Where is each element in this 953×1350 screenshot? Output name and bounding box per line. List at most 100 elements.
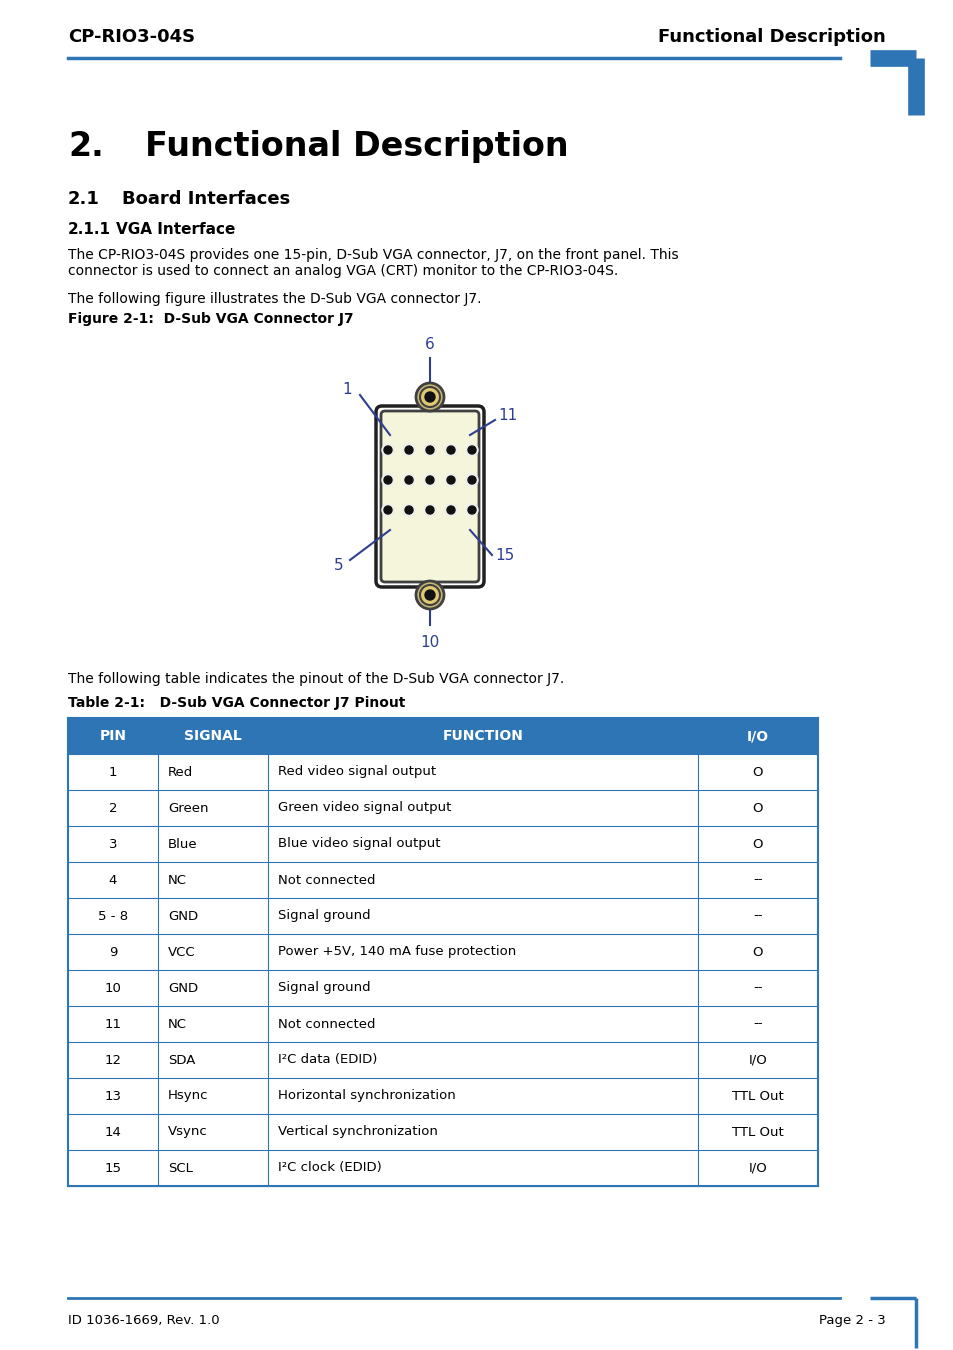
Bar xyxy=(158,755,268,790)
Bar xyxy=(268,971,698,1006)
Text: 5: 5 xyxy=(334,558,344,572)
Text: 11: 11 xyxy=(105,1018,121,1030)
Bar xyxy=(158,934,268,971)
Bar xyxy=(698,898,817,934)
Bar xyxy=(268,1006,698,1042)
Text: 2.1: 2.1 xyxy=(68,190,100,208)
Text: GND: GND xyxy=(168,981,198,995)
Circle shape xyxy=(447,477,455,485)
Text: 1: 1 xyxy=(109,765,117,779)
Bar xyxy=(698,1042,817,1079)
Circle shape xyxy=(424,590,435,599)
Circle shape xyxy=(423,504,436,516)
Text: Signal ground: Signal ground xyxy=(277,910,370,922)
Text: 15: 15 xyxy=(495,548,514,563)
Circle shape xyxy=(384,506,392,514)
Bar xyxy=(68,863,158,898)
Circle shape xyxy=(426,506,434,514)
Circle shape xyxy=(416,383,443,410)
Bar xyxy=(158,1114,268,1150)
Text: NC: NC xyxy=(168,873,187,887)
Bar xyxy=(698,1006,817,1042)
Text: Functional Description: Functional Description xyxy=(658,28,885,46)
Text: The following table indicates the pinout of the D-Sub VGA connector J7.: The following table indicates the pinout… xyxy=(68,672,563,686)
Bar xyxy=(268,1079,698,1114)
Circle shape xyxy=(447,446,455,454)
Text: TTL Out: TTL Out xyxy=(731,1089,783,1103)
Bar xyxy=(68,971,158,1006)
Bar xyxy=(698,863,817,898)
Bar xyxy=(158,1042,268,1079)
Circle shape xyxy=(465,444,477,456)
Bar xyxy=(698,826,817,863)
Text: Blue video signal output: Blue video signal output xyxy=(277,837,440,850)
Bar xyxy=(68,826,158,863)
Text: VCC: VCC xyxy=(168,945,195,958)
Text: Blue: Blue xyxy=(168,837,197,850)
Circle shape xyxy=(402,504,415,516)
Bar xyxy=(268,934,698,971)
Text: 14: 14 xyxy=(105,1126,121,1138)
Text: 3: 3 xyxy=(109,837,117,850)
Circle shape xyxy=(384,477,392,485)
Text: 10: 10 xyxy=(105,981,121,995)
Bar xyxy=(68,718,158,755)
Bar xyxy=(68,1042,158,1079)
Circle shape xyxy=(381,474,394,486)
Text: Functional Description: Functional Description xyxy=(145,130,568,163)
Text: VGA Interface: VGA Interface xyxy=(116,221,235,238)
Circle shape xyxy=(423,474,436,486)
Text: 2.1.1: 2.1.1 xyxy=(68,221,111,238)
Circle shape xyxy=(426,477,434,485)
Text: Board Interfaces: Board Interfaces xyxy=(122,190,290,208)
Bar xyxy=(158,1150,268,1187)
Text: NC: NC xyxy=(168,1018,187,1030)
Circle shape xyxy=(468,506,476,514)
Text: PIN: PIN xyxy=(99,729,127,742)
Bar xyxy=(698,1079,817,1114)
Circle shape xyxy=(465,504,477,516)
Bar xyxy=(158,790,268,826)
Bar xyxy=(268,718,698,755)
Bar xyxy=(68,1114,158,1150)
Circle shape xyxy=(426,446,434,454)
Text: --: -- xyxy=(753,1018,762,1030)
Text: ID 1036-1669, Rev. 1.0: ID 1036-1669, Rev. 1.0 xyxy=(68,1314,219,1327)
Bar xyxy=(698,971,817,1006)
Text: I²C data (EDID): I²C data (EDID) xyxy=(277,1053,377,1066)
Bar xyxy=(158,971,268,1006)
Text: 2.: 2. xyxy=(68,130,104,163)
Circle shape xyxy=(381,504,394,516)
Text: Not connected: Not connected xyxy=(277,873,375,887)
Text: Vertical synchronization: Vertical synchronization xyxy=(277,1126,437,1138)
Bar xyxy=(158,863,268,898)
Bar xyxy=(698,755,817,790)
Text: SCL: SCL xyxy=(168,1161,193,1174)
Circle shape xyxy=(416,580,443,609)
Circle shape xyxy=(381,444,394,456)
Circle shape xyxy=(405,506,413,514)
Text: O: O xyxy=(752,837,762,850)
Text: Signal ground: Signal ground xyxy=(277,981,370,995)
Text: SDA: SDA xyxy=(168,1053,195,1066)
Text: Red video signal output: Red video signal output xyxy=(277,765,436,779)
Bar xyxy=(268,1114,698,1150)
Text: CP-RIO3-04S: CP-RIO3-04S xyxy=(68,28,195,46)
Text: GND: GND xyxy=(168,910,198,922)
Text: 9: 9 xyxy=(109,945,117,958)
Bar xyxy=(268,1150,698,1187)
Text: FUNCTION: FUNCTION xyxy=(442,729,523,742)
Bar xyxy=(68,1150,158,1187)
Bar xyxy=(68,1079,158,1114)
Text: 6: 6 xyxy=(425,338,435,352)
Text: --: -- xyxy=(753,981,762,995)
Bar xyxy=(68,934,158,971)
Bar xyxy=(268,790,698,826)
Bar xyxy=(68,755,158,790)
Circle shape xyxy=(405,477,413,485)
Text: O: O xyxy=(752,945,762,958)
Bar xyxy=(158,1079,268,1114)
Circle shape xyxy=(447,506,455,514)
Text: O: O xyxy=(752,765,762,779)
Text: 2: 2 xyxy=(109,802,117,814)
